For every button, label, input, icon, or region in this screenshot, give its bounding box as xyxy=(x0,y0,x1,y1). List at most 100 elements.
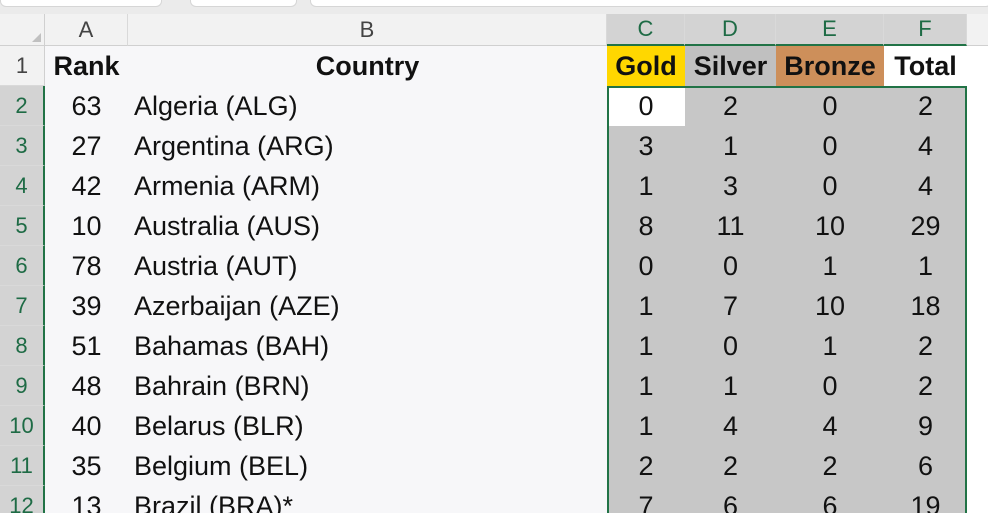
row-header[interactable]: 9 xyxy=(0,366,45,406)
cell-rank[interactable]: 40 xyxy=(71,410,102,441)
cell-total[interactable]: 6 xyxy=(917,450,934,481)
cell-gold[interactable]: 0 xyxy=(638,250,654,281)
header-gold[interactable]: Gold xyxy=(607,46,685,86)
cell-gold[interactable]: 1 xyxy=(638,370,654,401)
cell-rank[interactable]: 42 xyxy=(71,170,102,201)
cell-gold[interactable]: 1 xyxy=(638,410,654,441)
header-total[interactable]: Total xyxy=(884,46,967,86)
cell-silver[interactable]: 2 xyxy=(722,450,739,481)
cell-total[interactable]: 4 xyxy=(917,170,934,201)
cell-total[interactable]: 19 xyxy=(910,490,941,513)
sheet-tab[interactable] xyxy=(0,0,162,7)
row-header[interactable]: 11 xyxy=(0,446,45,486)
column-header-a[interactable]: A xyxy=(45,14,128,46)
cell-bronze[interactable]: 1 xyxy=(822,330,838,361)
cell-total[interactable]: 4 xyxy=(917,130,934,161)
cell-country[interactable]: Belarus (BLR) xyxy=(134,410,304,441)
cell-rank[interactable]: 13 xyxy=(71,490,102,513)
cell-silver[interactable]: 11 xyxy=(716,210,745,241)
cell-country[interactable]: Algeria (ALG) xyxy=(134,90,298,121)
row-header-1[interactable]: 1 xyxy=(0,46,45,86)
cell-silver[interactable]: 2 xyxy=(722,90,739,121)
cell-country[interactable]: Argentina (ARG) xyxy=(134,130,334,161)
column-header-c[interactable]: C xyxy=(607,14,685,46)
cell-bronze[interactable]: 1 xyxy=(822,250,838,281)
column-header-b[interactable]: B xyxy=(128,14,607,46)
cell-silver[interactable]: 3 xyxy=(722,170,739,201)
cell-rank[interactable]: 63 xyxy=(71,90,102,121)
row-header[interactable]: 12 xyxy=(0,486,45,513)
cell-rank[interactable]: 51 xyxy=(71,330,102,361)
row-header[interactable]: 10 xyxy=(0,406,45,446)
cell-rank[interactable]: 27 xyxy=(71,130,102,161)
sheet-tab[interactable] xyxy=(190,0,297,7)
spreadsheet-grid: A B C D E F 1 Rank Country Gold Silver B… xyxy=(0,14,988,513)
cell-country[interactable]: Australia (AUS) xyxy=(134,210,321,241)
cell-gold[interactable]: 7 xyxy=(638,490,654,513)
cell-country[interactable]: Armenia (ARM) xyxy=(134,170,321,201)
cell-rank[interactable]: 39 xyxy=(71,290,102,321)
cell-country[interactable]: Belgium (BEL) xyxy=(134,450,309,481)
row-header[interactable]: 3 xyxy=(0,126,45,166)
cell-bronze[interactable]: 0 xyxy=(822,90,838,121)
row-header[interactable]: 4 xyxy=(0,166,45,206)
cell-silver[interactable]: 0 xyxy=(722,330,739,361)
row-header[interactable]: 5 xyxy=(0,206,45,246)
cell-gold[interactable]: 2 xyxy=(638,450,654,481)
cell-silver[interactable]: 1 xyxy=(722,130,739,161)
row-header[interactable]: 7 xyxy=(0,286,45,326)
cell-gold[interactable]: 0 xyxy=(638,90,654,121)
header-silver[interactable]: Silver xyxy=(685,46,776,86)
cell-country[interactable]: Bahamas (BAH) xyxy=(134,330,330,361)
column-header-e[interactable]: E xyxy=(776,14,884,46)
header-country[interactable]: Country xyxy=(128,46,607,86)
column-header-d[interactable]: D xyxy=(685,14,776,46)
cell-gold[interactable]: 1 xyxy=(638,290,654,321)
cell-total[interactable]: 9 xyxy=(917,410,934,441)
cell-silver[interactable]: 4 xyxy=(722,410,739,441)
row-header[interactable]: 8 xyxy=(0,326,45,366)
cell-rank[interactable]: 48 xyxy=(71,370,102,401)
cell-bronze[interactable]: 10 xyxy=(814,290,846,321)
cell-country[interactable]: Austria (AUT) xyxy=(134,250,298,281)
cell-bronze[interactable]: 0 xyxy=(822,370,838,401)
cell-bronze[interactable]: 0 xyxy=(822,170,838,201)
cell-total[interactable]: 2 xyxy=(917,370,934,401)
header-bronze[interactable]: Bronze xyxy=(776,46,884,86)
tab-strip xyxy=(0,0,988,14)
cell-bronze[interactable]: 0 xyxy=(822,130,838,161)
cell-rank[interactable]: 35 xyxy=(71,450,102,481)
select-all-triangle-icon xyxy=(32,33,41,42)
cell-rank[interactable]: 10 xyxy=(71,210,102,241)
cell-rank[interactable]: 78 xyxy=(71,250,102,281)
cell-gold[interactable]: 3 xyxy=(638,130,654,161)
cell-silver[interactable]: 0 xyxy=(722,250,739,281)
cell-bronze[interactable]: 6 xyxy=(822,490,838,513)
row-header[interactable]: 6 xyxy=(0,246,45,286)
cell-gold[interactable]: 8 xyxy=(638,210,654,241)
cell-gold[interactable]: 1 xyxy=(638,330,654,361)
cell-silver[interactable]: 7 xyxy=(722,290,739,321)
cell-silver[interactable]: 1 xyxy=(722,370,739,401)
cell-total[interactable]: 2 xyxy=(917,330,934,361)
cell-total[interactable]: 1 xyxy=(917,250,934,281)
selected-range[interactable] xyxy=(607,86,967,513)
active-cell[interactable] xyxy=(609,88,685,126)
cell-total[interactable]: 29 xyxy=(910,210,941,241)
header-rank[interactable]: Rank xyxy=(45,46,128,86)
cell-bronze[interactable]: 2 xyxy=(822,450,838,481)
row-header[interactable]: 2 xyxy=(0,86,45,126)
column-header-f[interactable]: F xyxy=(884,14,967,46)
cell-silver[interactable]: 6 xyxy=(722,490,739,513)
cell-country[interactable]: Azerbaijan (AZE) xyxy=(134,290,340,321)
column-header-g[interactable] xyxy=(967,14,988,46)
cell-country[interactable]: Brazil (BRA)* xyxy=(134,490,294,513)
select-all-button[interactable] xyxy=(0,14,45,46)
cell-total[interactable]: 2 xyxy=(917,90,934,121)
formula-area xyxy=(310,0,988,7)
cell-gold[interactable]: 1 xyxy=(638,170,654,201)
cell-total[interactable]: 18 xyxy=(910,290,941,321)
cell-bronze[interactable]: 10 xyxy=(814,210,846,241)
cell-bronze[interactable]: 4 xyxy=(822,410,838,441)
cell-country[interactable]: Bahrain (BRN) xyxy=(134,370,310,401)
